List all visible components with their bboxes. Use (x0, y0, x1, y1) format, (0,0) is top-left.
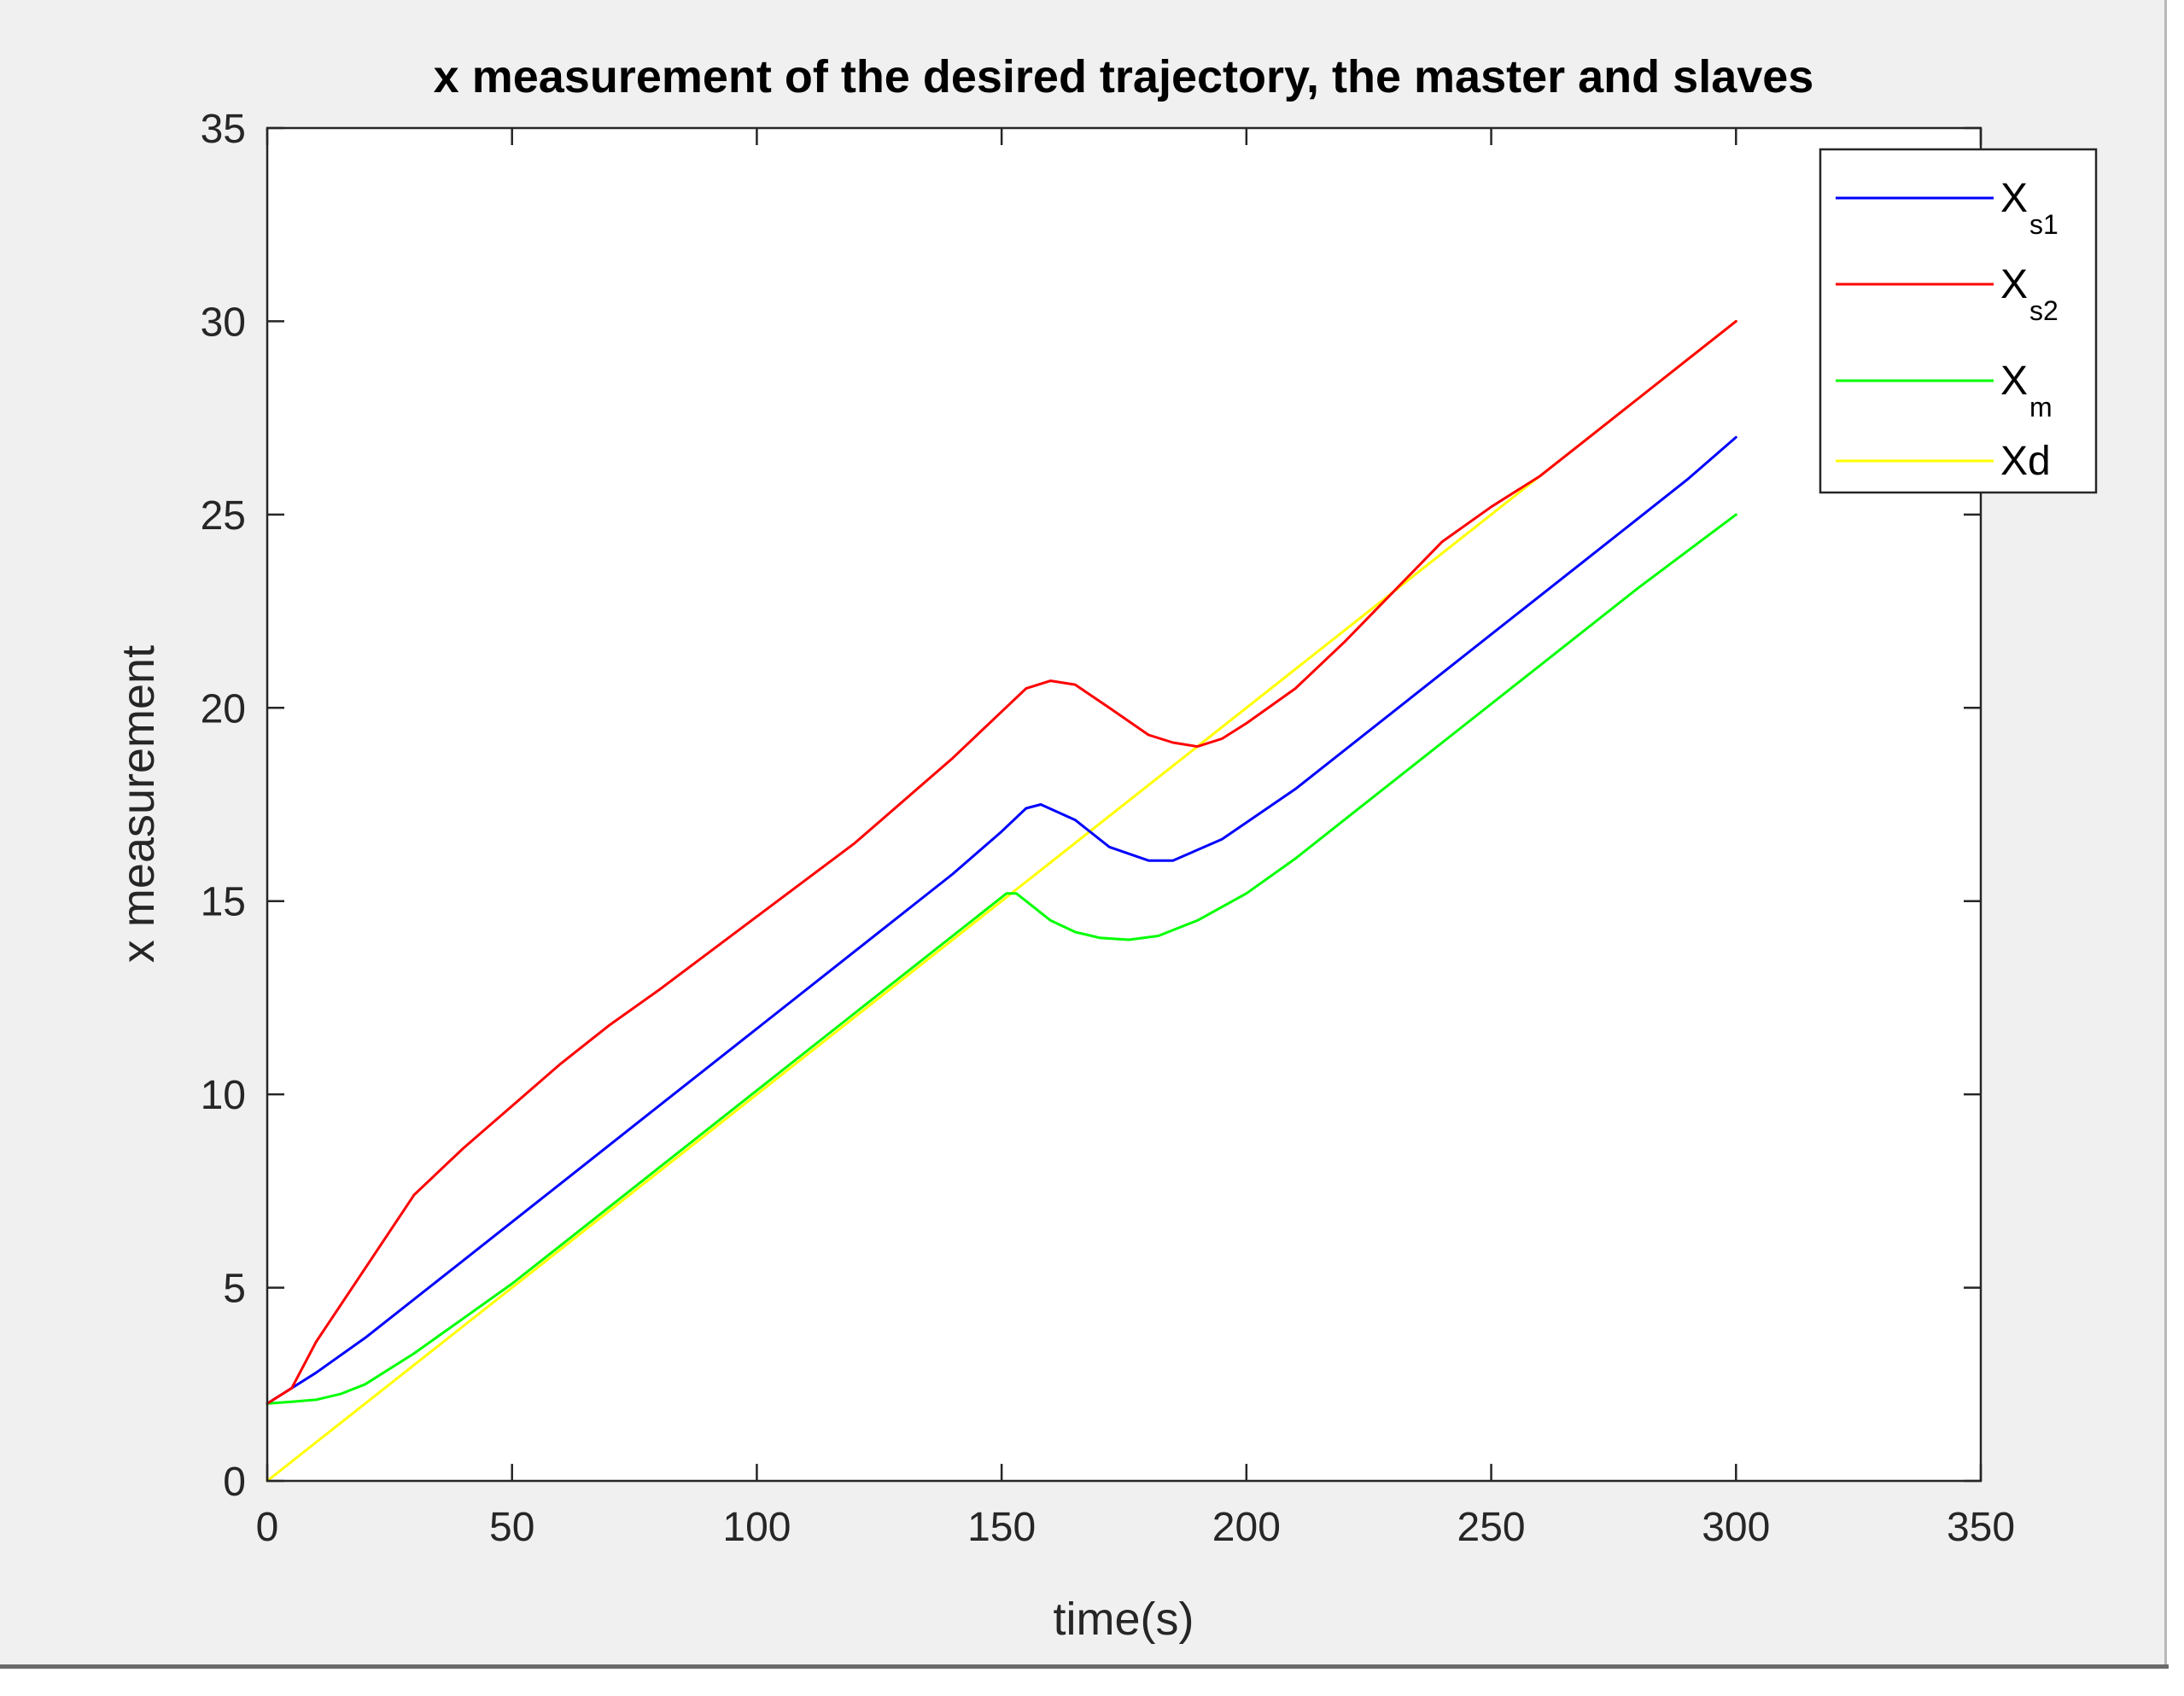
series-line-xd (266, 319, 1737, 1483)
y-tick-label-15: 15 (201, 880, 246, 925)
y-tick-label-25: 25 (201, 493, 246, 539)
y-tick-label-35: 35 (201, 107, 246, 152)
x-tick-label-0: 0 (256, 1505, 279, 1550)
y-tick-label-0: 0 (223, 1460, 246, 1505)
x-tick-label-200: 200 (1212, 1505, 1281, 1550)
x-tick-label-100: 100 (722, 1505, 791, 1550)
legend-label-xs2: Xs2 (2000, 262, 2058, 326)
x-tick-labels: 0 50 100 150 200 250 300 350 (256, 1505, 2015, 1550)
x-tick-label-250: 250 (1457, 1505, 1526, 1550)
x-tick-label-300: 300 (1702, 1505, 1770, 1550)
x-tick-label-150: 150 (967, 1505, 1036, 1550)
y-tick-labels: 0 5 10 15 20 25 30 35 (201, 107, 246, 1505)
y-tick-label-10: 10 (201, 1073, 246, 1118)
y-tick-label-30: 30 (201, 300, 246, 345)
x-tick-label-350: 350 (1947, 1505, 2015, 1550)
y-axis-label: x measurement (113, 645, 164, 963)
x-tick-label-50: 50 (489, 1505, 534, 1550)
legend-label-xs1: Xs1 (2000, 176, 2058, 240)
series-line-xs1 (266, 435, 1737, 1405)
axes-box (266, 126, 1983, 1483)
y-tick-label-5: 5 (223, 1267, 246, 1312)
window-bottom-border (0, 1664, 2169, 1669)
legend: Xs1 Xs2 Xm Xd (1819, 148, 2098, 494)
legend-label-xd: Xd (2000, 439, 2051, 484)
series-line-xs2 (266, 319, 1737, 1405)
x-axis-label: time(s) (1054, 1594, 1194, 1645)
ticks-layer (266, 126, 1983, 1483)
y-tick-label-20: 20 (201, 686, 246, 731)
series-line-xm (266, 513, 1737, 1405)
legend-label-xm: Xm (2000, 358, 2053, 423)
legend-entries: Xs1 Xs2 Xm Xd (1836, 176, 2058, 484)
legend-box (1819, 148, 2098, 494)
series-layer (266, 319, 1737, 1483)
chart-title: x measurement of the desired trajectory,… (434, 51, 1814, 102)
